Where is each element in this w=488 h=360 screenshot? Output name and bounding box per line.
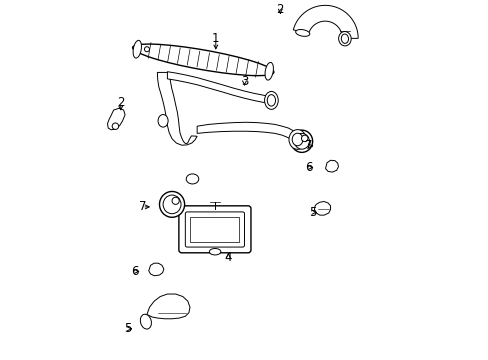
Ellipse shape: [133, 40, 141, 58]
Text: 6: 6: [305, 161, 312, 174]
Polygon shape: [107, 108, 125, 130]
Polygon shape: [167, 72, 270, 104]
Circle shape: [172, 197, 179, 204]
Ellipse shape: [288, 130, 305, 149]
Polygon shape: [157, 72, 197, 145]
FancyBboxPatch shape: [185, 212, 244, 247]
Ellipse shape: [163, 195, 181, 214]
Ellipse shape: [132, 44, 273, 76]
Bar: [190, 217, 239, 242]
Ellipse shape: [209, 248, 221, 255]
Polygon shape: [147, 294, 190, 319]
Text: 7: 7: [305, 139, 312, 152]
Polygon shape: [148, 263, 163, 276]
Text: 7: 7: [138, 201, 146, 213]
Text: 3: 3: [240, 75, 248, 88]
Polygon shape: [197, 122, 296, 144]
Text: 2: 2: [117, 96, 124, 109]
Ellipse shape: [341, 34, 348, 43]
Ellipse shape: [338, 32, 350, 46]
Polygon shape: [325, 160, 338, 172]
Ellipse shape: [290, 130, 312, 152]
Text: 5: 5: [308, 206, 316, 219]
Circle shape: [112, 123, 119, 130]
Ellipse shape: [292, 133, 303, 146]
Text: 5: 5: [124, 322, 131, 335]
Polygon shape: [293, 5, 357, 39]
Text: 1: 1: [212, 32, 219, 45]
Polygon shape: [314, 202, 330, 215]
Circle shape: [301, 135, 307, 141]
Text: 2: 2: [276, 3, 284, 16]
Ellipse shape: [264, 91, 278, 109]
Ellipse shape: [158, 114, 168, 127]
Circle shape: [144, 47, 149, 52]
Text: 6: 6: [131, 265, 139, 278]
Ellipse shape: [186, 174, 198, 184]
Text: 4: 4: [224, 251, 232, 264]
Ellipse shape: [140, 314, 151, 329]
Ellipse shape: [264, 62, 273, 80]
Ellipse shape: [159, 192, 184, 217]
Ellipse shape: [267, 95, 275, 106]
Ellipse shape: [294, 134, 309, 149]
FancyBboxPatch shape: [179, 206, 250, 253]
Ellipse shape: [295, 30, 309, 36]
